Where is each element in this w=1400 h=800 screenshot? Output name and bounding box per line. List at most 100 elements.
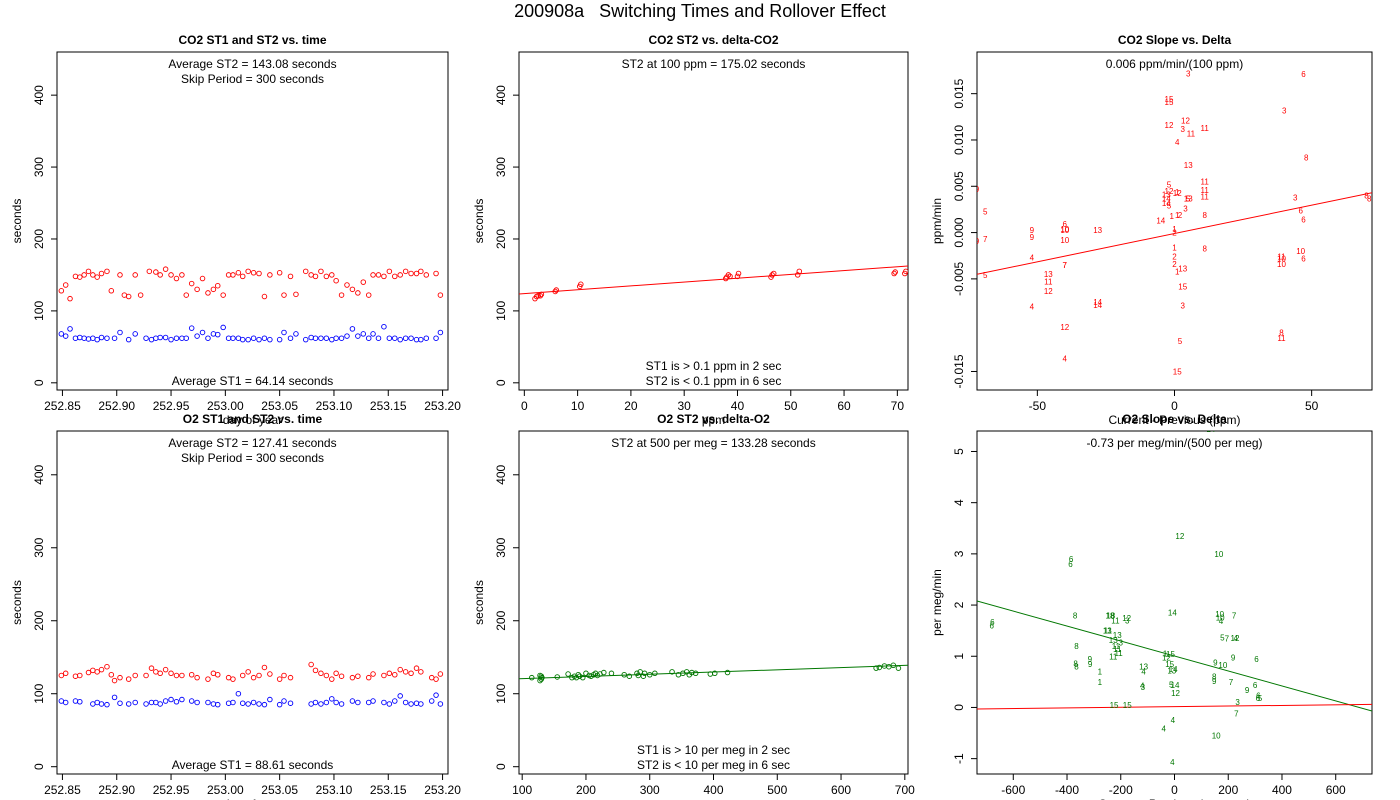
data-point-label: 9 [1213,658,1218,667]
data-point [892,269,898,275]
data-point [210,331,217,337]
data-point [239,672,246,679]
data-point [143,701,149,707]
y-tick-label: 0 [32,379,46,386]
data-point [281,292,287,298]
data-point [256,701,262,707]
data-point [355,699,361,706]
data-point [796,268,803,275]
data-point-label: 3 [1183,204,1188,213]
data-point-label: 12 [1173,189,1182,198]
plot-frame [56,51,449,391]
plot-frame [56,430,449,775]
data-point [344,333,350,339]
plot-area [58,266,444,343]
data-point [111,677,118,684]
y-tick-label: 300 [494,537,508,557]
data-point [408,670,414,677]
data-point [125,701,132,707]
y-tick-label: 5 [952,448,966,455]
data-point-label: 1 [1175,267,1180,276]
annotation: Skip Period = 300 seconds [181,72,324,86]
annotation: Average ST2 = 143.08 seconds [168,57,336,71]
data-point [641,670,648,677]
data-point [162,334,169,341]
data-point-label: 18 [1106,611,1115,620]
data-point-label: 15 [1173,367,1182,376]
x-tick-label: -400 [1055,783,1079,797]
data-point-label: 14 [1162,199,1171,208]
data-point-label: 2 [1172,253,1177,262]
x-tick-label: -200 [1109,783,1133,797]
data-point [256,672,262,679]
data-point [652,670,658,677]
data-point-label: 12 [1162,653,1171,662]
chart-title: CO2 ST1 and ST2 vs. time [178,33,326,47]
data-point [433,335,439,341]
x-tick-label: 30 [678,399,692,413]
data-point-label: 10 [1218,661,1227,670]
data-point [355,673,361,679]
data-point [125,336,132,343]
x-tick-label: 60 [837,399,851,413]
data-point [402,335,409,341]
data-point-label: 11 [1277,334,1286,343]
data-point [108,671,115,678]
data-point [194,699,200,706]
data-point [94,336,100,343]
data-point [312,699,319,706]
data-point-label: 6 [1298,206,1303,215]
data-point-label: 6 [990,622,995,631]
x-tick-label: 253.10 [316,783,353,797]
data-point [214,701,221,708]
data-point-label: 12 [1044,287,1053,296]
data-point-label: 6 [1069,555,1074,564]
data-point-label: 7 [1063,261,1068,270]
data-point [117,700,123,706]
data-point-label: 9 [975,185,980,194]
data-point [437,292,444,298]
annotation: Skip Period = 300 seconds [181,451,324,465]
data-point-label: 8 [1212,673,1217,682]
data-point [214,671,221,678]
data-point [214,282,221,289]
data-point [386,701,393,707]
x-tick-label: 253.05 [261,399,298,413]
data-point-label: 4 [1170,758,1175,767]
data-point [85,669,92,676]
data-point [397,693,403,699]
data-point [349,326,356,332]
data-point [85,268,92,275]
data-point [302,336,309,343]
data-point [903,268,908,275]
data-point [179,272,185,278]
data-point-label: 15 [1165,98,1174,107]
data-point [125,676,132,682]
data-point-label: 10 [1216,613,1225,622]
page-title: 200908a Switching Times and Rollover Eff… [514,1,886,21]
data-point [355,290,361,296]
data-point-label: 15 [1123,701,1132,710]
data-point [689,669,695,676]
data-point [162,666,169,673]
data-point-label: 3 [1186,69,1191,78]
data-point-label: 8 [1279,329,1284,338]
data-point-label: 6 [1256,694,1261,703]
data-point [312,273,319,280]
x-tick-label: 252.90 [98,783,135,797]
data-point-label: 10 [1214,550,1223,559]
data-point [712,670,718,677]
data-point-label: 11 [1111,616,1120,625]
data-point [397,336,403,343]
data-point [338,335,345,341]
data-point [199,275,206,282]
data-point [267,671,273,677]
data-point-label: 15 [1166,650,1175,659]
data-point [261,701,268,708]
y-axis-label: seconds [472,580,486,625]
data-point [433,692,439,698]
data-point [365,292,372,298]
data-point [553,287,560,293]
annotation: 0.006 ppm/min/(100 ppm) [1106,57,1243,71]
data-point [58,672,65,679]
